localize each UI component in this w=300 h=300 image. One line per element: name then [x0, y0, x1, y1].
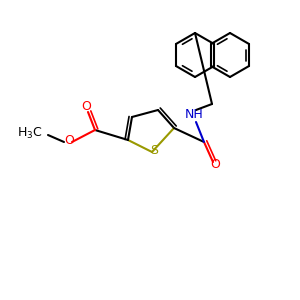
Text: H$_3$C: H$_3$C	[17, 125, 43, 140]
Text: O: O	[210, 158, 220, 170]
Text: O: O	[81, 100, 91, 113]
Text: S: S	[150, 143, 158, 157]
Text: NH: NH	[184, 109, 203, 122]
Text: O: O	[64, 134, 74, 148]
